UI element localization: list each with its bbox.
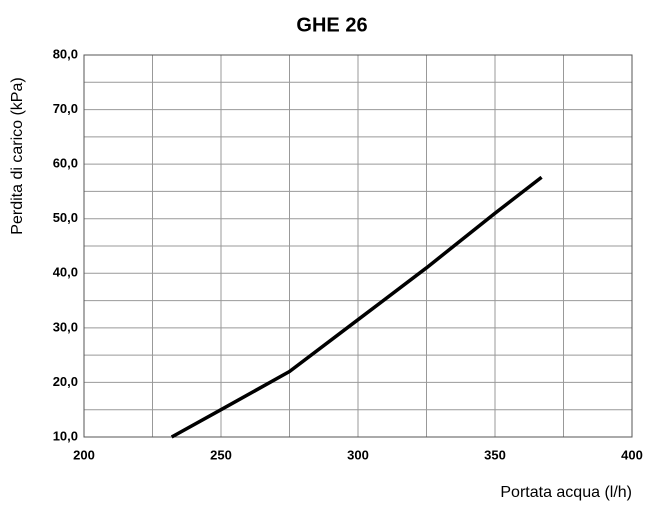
plot-border — [83, 54, 633, 438]
x-tick-label: 350 — [484, 447, 506, 462]
chart-title: GHE 26 — [296, 14, 367, 36]
y-tick-label: 10,0 — [53, 428, 78, 443]
y-tick-label: 60,0 — [53, 156, 78, 171]
y-tick-label: 30,0 — [53, 319, 78, 334]
y-tick-label: 50,0 — [53, 210, 78, 225]
y-tick-label: 80,0 — [53, 46, 78, 61]
y-tick-label: 70,0 — [53, 101, 78, 116]
x-tick-label: 200 — [73, 447, 95, 462]
y-axis-label: Perdita di carico (kPa) — [9, 77, 26, 234]
y-tick-label: 20,0 — [53, 374, 78, 389]
y-tick-label: 40,0 — [53, 265, 78, 280]
x-tick-label: 400 — [621, 447, 643, 462]
x-tick-label: 250 — [210, 447, 232, 462]
data-line — [170, 175, 543, 439]
x-axis-label: Portata acqua (l/h) — [500, 484, 632, 501]
x-tick-label: 300 — [347, 447, 369, 462]
